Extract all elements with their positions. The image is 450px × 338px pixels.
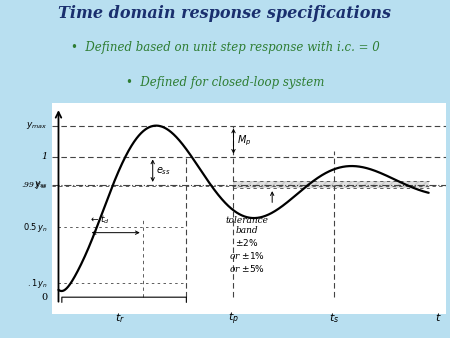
Text: $\leftarrow t_d$: $\leftarrow t_d$ — [89, 213, 109, 226]
Text: $0.5\,y_n$: $0.5\,y_n$ — [23, 220, 48, 234]
Text: $t_s$: $t_s$ — [329, 311, 340, 324]
Text: $y_{max}$: $y_{max}$ — [27, 120, 48, 131]
Text: tolerance
band
$\pm 2\%$
or $\pm 1\%$
or $\pm 5\%$: tolerance band $\pm 2\%$ or $\pm 1\%$ or… — [225, 216, 269, 273]
Text: $t$: $t$ — [436, 311, 442, 323]
Text: 0: 0 — [42, 293, 48, 302]
Text: •  Defined based on unit step response with i.c. = 0: • Defined based on unit step response wi… — [71, 41, 379, 54]
Text: $M_p$: $M_p$ — [237, 134, 251, 148]
Text: $t_p$: $t_p$ — [228, 311, 239, 327]
Text: $e_{ss}$: $e_{ss}$ — [156, 165, 171, 176]
Text: Time domain response specifications: Time domain response specifications — [58, 5, 392, 22]
Text: 1: 1 — [41, 152, 48, 161]
Text: $.1\,y_n$: $.1\,y_n$ — [27, 277, 48, 290]
Text: $t_r$: $t_r$ — [115, 311, 125, 324]
Text: .99 $y_{ss}$: .99 $y_{ss}$ — [21, 180, 48, 191]
Text: $y_{ss}$: $y_{ss}$ — [34, 179, 48, 190]
Text: •  Defined for closed-loop system: • Defined for closed-loop system — [126, 76, 324, 90]
